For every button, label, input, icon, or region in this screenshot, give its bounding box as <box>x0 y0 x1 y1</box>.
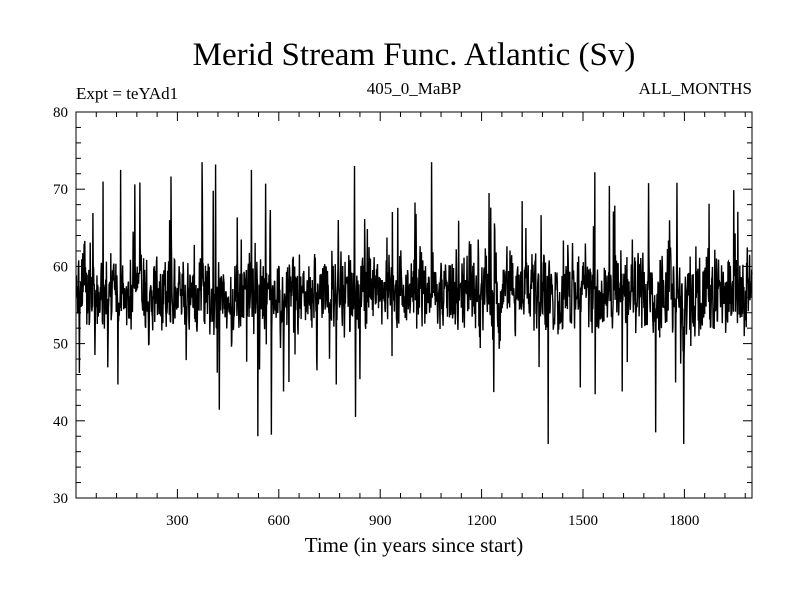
y-tick-label: 70 <box>53 182 68 198</box>
y-tick-label: 50 <box>53 337 68 353</box>
y-tick-label: 40 <box>53 414 68 430</box>
x-tick-label: 1500 <box>568 513 598 529</box>
axes-layer: 300 600 900 1200 1500 1800 30 40 50 60 70 80 <box>53 105 753 529</box>
plot-frame <box>75 111 753 499</box>
chart-subtitle-left: Expt = teYAd1 <box>76 84 178 103</box>
x-tick-label: 900 <box>369 513 392 529</box>
chart-subtitle-center: 405_0_MaBP <box>367 79 461 98</box>
x-axis-label: Time (in years since start) <box>305 533 524 557</box>
y-tick-label: 30 <box>53 491 68 507</box>
x-tick-label: 300 <box>166 513 189 529</box>
y-tick-label: 60 <box>53 259 68 275</box>
x-tick-label: 1800 <box>669 513 699 529</box>
y-tick-label: 80 <box>53 105 68 121</box>
series-layer <box>75 162 753 444</box>
x-tick-label: 1200 <box>467 513 497 529</box>
series-line <box>75 162 753 444</box>
chart-subtitle-right: ALL_MONTHS <box>639 79 752 98</box>
x-tick-label: 600 <box>268 513 291 529</box>
chart-title: Merid Stream Func. Atlantic (Sv) <box>193 37 636 73</box>
